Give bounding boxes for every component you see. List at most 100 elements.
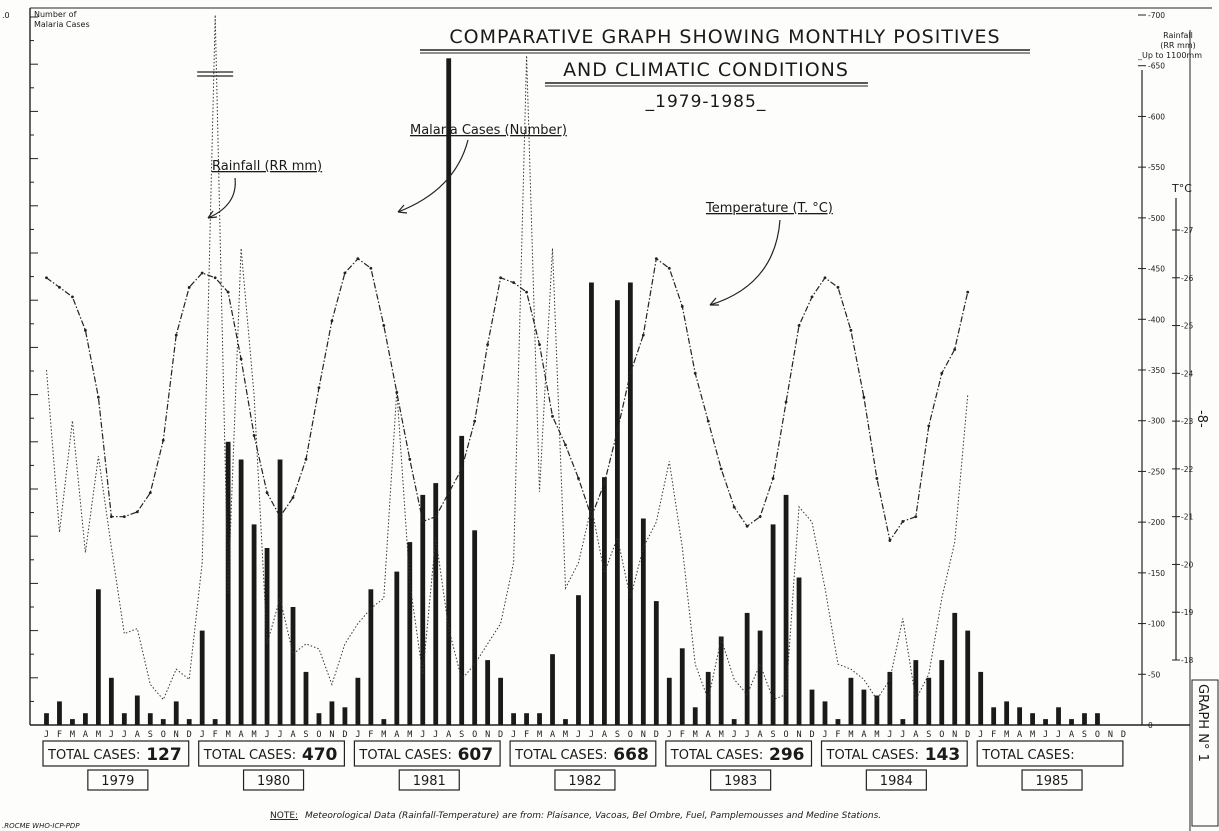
month-label: J	[745, 730, 750, 740]
rain-tick-label: -600	[1148, 112, 1165, 121]
chart-title-line2: AND CLIMATIC CONDITIONS	[563, 59, 849, 81]
total-cases-label: TOTAL CASES:	[203, 748, 296, 763]
temperature-point	[304, 457, 308, 461]
rainfall-line	[46, 14, 969, 702]
temperature-point	[317, 386, 321, 390]
rain-tick-label: -300	[1148, 417, 1165, 426]
total-cases-box	[42, 740, 190, 767]
temperature-point	[901, 520, 905, 523]
temperature-point	[745, 524, 749, 528]
month-label: M	[537, 730, 542, 740]
rain-tick-label: -500	[1148, 214, 1165, 223]
month-label: J	[1056, 730, 1061, 740]
temperature-points	[45, 71, 970, 542]
month-label: O	[472, 730, 477, 740]
month-label: A	[446, 730, 451, 740]
note-label: NOTE:	[270, 811, 298, 821]
temperature-point	[148, 491, 152, 495]
year-box	[398, 769, 460, 791]
temperature-point	[823, 276, 827, 280]
malaria-bar	[70, 719, 75, 725]
month-label: J	[420, 730, 425, 740]
rain-tick-label: -550	[1148, 163, 1165, 172]
temp-tick-label: -18	[1181, 656, 1193, 665]
malaria-bar	[316, 713, 322, 725]
month-label: J	[1043, 730, 1048, 740]
total-cases-box	[820, 740, 968, 767]
temp-tick-label: -22	[1181, 465, 1193, 474]
temp-tick-label: -20	[1181, 560, 1193, 569]
month-label: M	[407, 730, 412, 740]
rain-tick-label: -200	[1148, 518, 1165, 527]
total-cases-value: 470	[302, 745, 338, 765]
malaria-bar	[589, 282, 594, 725]
malaria-bar	[926, 677, 932, 725]
malaria-bar	[199, 630, 205, 725]
temperature-point	[512, 281, 515, 284]
temperature-point	[278, 515, 282, 519]
year-label: 1982	[568, 774, 601, 789]
temperature-point	[525, 290, 528, 294]
rain-tick-label: -400	[1148, 315, 1165, 324]
total-cases-value: 296	[769, 745, 805, 765]
temperature-point	[486, 343, 490, 347]
year-box	[87, 769, 149, 791]
malaria-bar	[744, 612, 750, 725]
temperature-point	[499, 276, 503, 280]
malaria-bar	[550, 654, 555, 725]
malaria-bars	[44, 58, 1100, 726]
malaria-bar	[238, 459, 244, 725]
month-label: D	[1121, 730, 1126, 740]
temperature-point	[564, 443, 567, 447]
left-axis-label-1: Number of	[34, 10, 77, 19]
temperature-point	[551, 414, 554, 418]
temperature-point	[330, 319, 334, 323]
month-label: N	[329, 730, 334, 740]
month-label: S	[1082, 730, 1087, 740]
month-label: S	[148, 730, 153, 740]
month-label: F	[680, 730, 685, 740]
temperature-point	[109, 515, 113, 519]
rain-tick-label: -250	[1148, 467, 1165, 476]
malaria-bar	[524, 713, 529, 725]
temperature-point	[187, 285, 191, 289]
month-label: M	[70, 730, 75, 740]
temperature-point	[758, 515, 762, 519]
temperature-point	[369, 266, 373, 270]
total-cases-value: 143	[925, 745, 961, 765]
month-label: A	[239, 730, 244, 740]
rain-tick-label: -350	[1148, 366, 1165, 375]
temperature-point	[784, 400, 788, 404]
month-label: A	[706, 730, 711, 740]
temperature-point	[590, 515, 593, 519]
month-label: O	[1095, 730, 1100, 740]
temperature-point	[213, 276, 217, 280]
malaria-bar	[342, 707, 348, 725]
month-label: N	[1108, 730, 1113, 740]
month-label: M	[874, 730, 879, 740]
malaria-bar	[511, 713, 516, 725]
malaria-bar	[537, 713, 542, 725]
month-label: D	[809, 730, 814, 740]
malaria-bar	[134, 695, 140, 725]
month-label: A	[861, 730, 866, 740]
malaria-annotation: Malaria Cases (Number)	[410, 123, 567, 138]
page-mark: -8-	[1194, 410, 1209, 428]
month-label: J	[265, 730, 270, 740]
year-box	[1021, 769, 1083, 791]
note-text: Meteorological Data (Rainfall-Temperatur…	[305, 811, 881, 821]
total-cases-box	[198, 740, 345, 767]
malaria-bar	[692, 707, 698, 725]
month-label: D	[498, 730, 503, 740]
temperature-point	[84, 328, 87, 332]
footer-left: .ROCME WHO-ICP-PDP	[2, 822, 80, 830]
month-label: A	[135, 730, 140, 740]
temperature-point	[434, 515, 438, 519]
malaria-bar	[498, 677, 504, 725]
temperature-point	[577, 477, 580, 480]
malaria-bar	[835, 719, 841, 725]
malaria-bar	[770, 524, 776, 725]
rain-tick-label: 0	[1148, 721, 1153, 730]
